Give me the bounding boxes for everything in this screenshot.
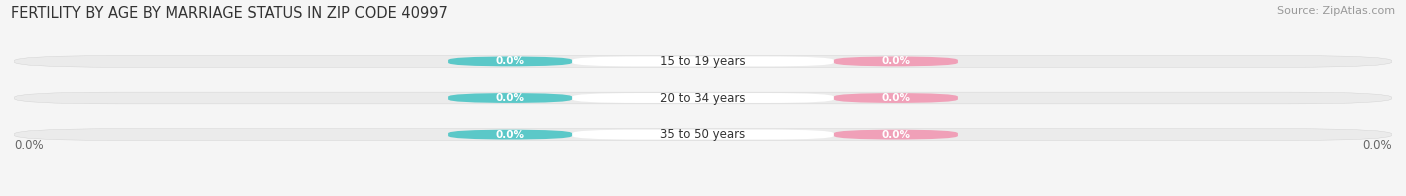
FancyBboxPatch shape (14, 55, 1392, 67)
Text: 0.0%: 0.0% (495, 130, 524, 140)
FancyBboxPatch shape (572, 56, 834, 66)
Text: 0.0%: 0.0% (882, 93, 911, 103)
Text: 0.0%: 0.0% (14, 139, 44, 152)
FancyBboxPatch shape (449, 56, 572, 66)
Text: Source: ZipAtlas.com: Source: ZipAtlas.com (1277, 6, 1395, 16)
FancyBboxPatch shape (14, 129, 1392, 141)
Text: 15 to 19 years: 15 to 19 years (661, 55, 745, 68)
FancyBboxPatch shape (834, 93, 957, 103)
FancyBboxPatch shape (449, 130, 572, 140)
Text: 0.0%: 0.0% (882, 56, 911, 66)
Text: 0.0%: 0.0% (1362, 139, 1392, 152)
FancyBboxPatch shape (14, 92, 1392, 104)
FancyBboxPatch shape (572, 93, 834, 103)
FancyBboxPatch shape (449, 93, 572, 103)
Text: 0.0%: 0.0% (495, 56, 524, 66)
FancyBboxPatch shape (572, 130, 834, 140)
Text: 35 to 50 years: 35 to 50 years (661, 128, 745, 141)
Text: 20 to 34 years: 20 to 34 years (661, 92, 745, 104)
Text: 0.0%: 0.0% (882, 130, 911, 140)
Text: FERTILITY BY AGE BY MARRIAGE STATUS IN ZIP CODE 40997: FERTILITY BY AGE BY MARRIAGE STATUS IN Z… (11, 6, 449, 21)
Text: 0.0%: 0.0% (495, 93, 524, 103)
FancyBboxPatch shape (834, 130, 957, 140)
FancyBboxPatch shape (834, 56, 957, 66)
